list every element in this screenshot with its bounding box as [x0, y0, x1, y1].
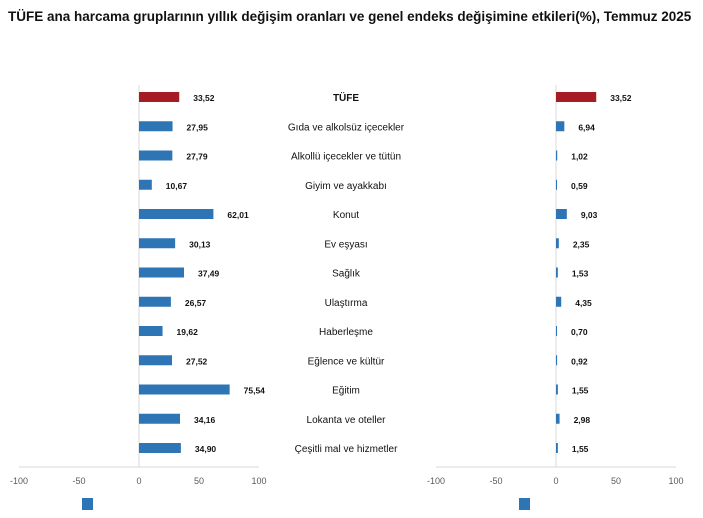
chart-title: TÜFE ana harcama gruplarının yıllık deği… [8, 9, 692, 24]
bar [556, 355, 558, 366]
data-label: 0,92 [571, 356, 588, 366]
data-label: 27,52 [186, 356, 208, 366]
bar [139, 443, 181, 453]
bar [139, 150, 173, 161]
data-label: 34,16 [194, 415, 216, 425]
data-label: 26,57 [185, 298, 207, 308]
category-label: Giyim ve ayakkabı [305, 181, 387, 192]
data-label: 2,98 [574, 415, 591, 425]
category-labels: TÜFE Gıda ve alkolsüz içecekler Alkollü iç… [288, 91, 405, 455]
data-label: 19,62 [177, 327, 199, 337]
data-label: 33,52 [610, 93, 632, 103]
category-label: Eğitim [332, 386, 360, 397]
x-tick-label: 100 [668, 476, 683, 486]
data-label: 75,54 [244, 386, 266, 396]
data-label: 27,95 [187, 122, 209, 132]
data-label: 30,13 [189, 239, 211, 249]
x-tick-label: 0 [136, 476, 141, 486]
category-label: Haberleşme [319, 327, 373, 338]
bar [139, 121, 173, 132]
bar [556, 413, 560, 424]
category-label: Konut [333, 210, 359, 221]
category-label: TÜFE [333, 91, 359, 104]
bar [556, 296, 562, 307]
data-label: 62,01 [227, 210, 249, 220]
category-label: Gıda ve alkolsüz içecekler [288, 122, 405, 133]
bar [139, 384, 230, 395]
category-label: Eğlence ve kültür [308, 356, 385, 367]
category-label: Ev eşyası [324, 239, 367, 250]
data-label: 1,55 [572, 386, 589, 396]
data-label: 2,35 [573, 239, 590, 249]
bar [556, 384, 558, 395]
category-label: Lokanta ve oteller [307, 415, 387, 426]
bar [139, 413, 180, 424]
x-tick-label: -100 [427, 476, 445, 486]
x-tick-label: -100 [10, 476, 28, 486]
bar [139, 209, 214, 219]
data-label: 4,35 [575, 298, 592, 308]
data-label: 1,55 [572, 444, 589, 454]
bar [556, 121, 565, 132]
data-label: 37,49 [198, 269, 220, 279]
bar [556, 209, 567, 219]
data-label: 33,52 [193, 93, 215, 103]
data-label: 9,03 [581, 210, 598, 220]
data-label: 1,53 [572, 269, 589, 279]
data-label: 0,59 [571, 181, 588, 191]
legend-marker [82, 498, 93, 510]
bar [139, 355, 173, 366]
x-tick-label: 100 [251, 476, 266, 486]
x-tick-label: -50 [72, 476, 85, 486]
chart-panel-2: -100 -50 0 50 100 33,52 6,94 1,02 0,59 9,03 2,35 1,… [427, 85, 684, 510]
category-label: Çeşitli mal ve hizmetler [295, 444, 398, 455]
chart-panel-1: -100 -50 0 50 100 33,52 27,95 27,79 10,67 62,01 30… [10, 85, 267, 510]
legend-marker [519, 498, 530, 510]
x-tick-label: 0 [553, 476, 558, 486]
bar [556, 267, 558, 278]
data-label: 0,70 [571, 327, 588, 337]
data-label: 1,02 [571, 152, 588, 162]
bar [556, 179, 557, 190]
bar [556, 238, 559, 249]
bar [556, 443, 558, 453]
category-label: Alkollü içecekler ve tütün [291, 152, 401, 163]
data-label: 10,67 [166, 181, 188, 191]
bar [139, 179, 152, 190]
bar [139, 267, 184, 278]
category-label: Ulaştırma [325, 298, 368, 309]
bar [139, 326, 163, 336]
bar [139, 238, 176, 249]
data-label: 6,94 [578, 122, 595, 132]
category-label: Sağlık [332, 269, 361, 280]
bar [556, 150, 558, 161]
bar [556, 326, 557, 336]
x-tick-label: -50 [489, 476, 502, 486]
bar [139, 92, 180, 102]
data-label: 27,79 [186, 152, 208, 162]
x-tick-label: 50 [194, 476, 204, 486]
x-tick-label: 50 [611, 476, 621, 486]
data-label: 34,90 [195, 444, 217, 454]
bar [556, 92, 597, 102]
bar [139, 296, 171, 307]
